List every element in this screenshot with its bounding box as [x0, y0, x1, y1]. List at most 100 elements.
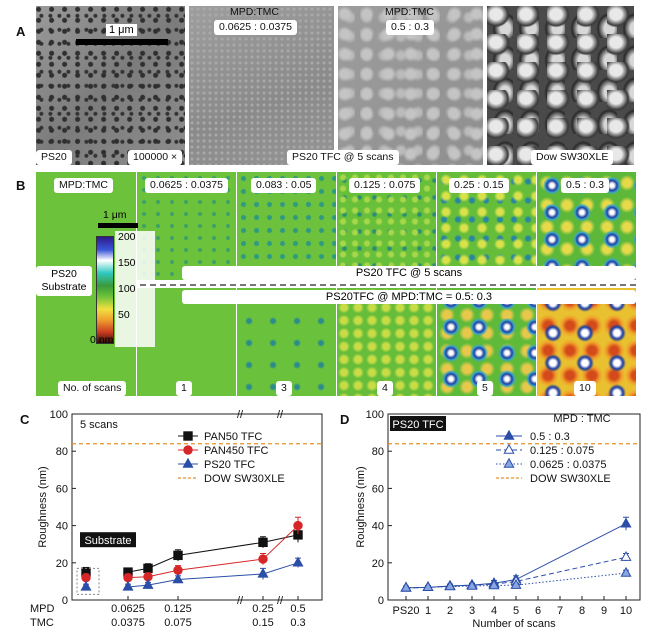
y-tick-label: 80 [56, 446, 68, 458]
data-point [81, 572, 91, 583]
x-axis-label: Number of scans [472, 618, 556, 630]
data-point [143, 563, 153, 574]
b-scale-bar [98, 223, 138, 228]
b-ratio-4: 0.25 : 0.15 [449, 178, 509, 193]
plot-frame [71, 413, 323, 601]
x-tick-label: 10 [620, 605, 632, 617]
scan-1: 1 [176, 381, 192, 396]
y-tick-label: 40 [56, 521, 68, 533]
legend-marker [503, 457, 515, 468]
data-point [80, 580, 92, 591]
data-point [142, 578, 154, 589]
y-tick-label: 40 [372, 521, 384, 533]
panel-b-label: B [16, 178, 26, 193]
x-tick-label: 7 [557, 605, 563, 617]
scan-5: 5 [477, 381, 493, 396]
data-point [466, 579, 478, 590]
data-point [257, 567, 269, 578]
y-tick-label: 20 [56, 558, 68, 570]
afm-row2-2 [237, 288, 336, 396]
col2-title-2: 0.0625 : 0.0375 [214, 20, 297, 35]
annotation-5-scans: 5 scans [80, 419, 118, 431]
y-tick-label: 60 [56, 483, 68, 495]
tmc-tick-label: 0.3 [290, 617, 305, 629]
data-point [510, 578, 522, 589]
tmc-row-label: TMC [30, 617, 54, 629]
scans-label: No. of scans [58, 381, 127, 396]
x-tick-label: 9 [601, 605, 607, 617]
ps20-tag-bg [390, 416, 446, 431]
b-ratio-3: 0.125 : 0.075 [349, 178, 421, 193]
scale-bar [76, 39, 168, 45]
b-ratio-2: 0.083 : 0.05 [251, 178, 317, 193]
tmc-tick-label: 0.0375 [111, 617, 145, 629]
data-point [620, 550, 632, 561]
mpd-tick-label: 0.0625 [111, 603, 145, 615]
data-point [258, 554, 268, 564]
series-line-0 [127, 534, 299, 573]
cb-150: 150 [118, 257, 136, 269]
plot-frame [387, 413, 641, 601]
legend-label: 0.5 : 0.3 [530, 431, 570, 443]
y-tick-label: 100 [50, 409, 68, 421]
panel-d-label: D [340, 412, 350, 427]
center-caption: PS20 TFC @ 5 scans [287, 150, 399, 165]
legend-title: MPD : TMC [553, 413, 610, 425]
y-tick-label: 100 [366, 409, 384, 421]
afm-row2-4 [437, 288, 536, 396]
mpd-tick-label: 0.25 [252, 603, 273, 615]
b-mpd-tmc: MPD:TMC [54, 178, 113, 193]
legend-label: PAN50 TFC [204, 431, 262, 443]
dow-caption: Dow SW30XLE [531, 150, 614, 165]
b-ratio-5: 0.5 : 0.3 [561, 178, 609, 193]
ps20-label: PS20 [36, 150, 72, 165]
data-point [172, 573, 184, 584]
x-tick-label: 4 [491, 605, 497, 617]
x-tick-label: 3 [469, 605, 475, 617]
legend-marker [182, 457, 194, 468]
colorbar [96, 236, 114, 344]
y-tick-label: 80 [372, 446, 384, 458]
legend-label: DOW SW30XLE [530, 473, 611, 485]
tmc-tick-label: 0.075 [164, 617, 192, 629]
data-point [123, 572, 133, 583]
data-point [173, 565, 183, 575]
legend-marker [183, 431, 193, 441]
banner-divider [140, 284, 636, 286]
tmc-tick-label: 0.15 [252, 617, 273, 629]
col3-title-1: MPD:TMC [385, 6, 434, 18]
x-tick-label: PS20 [393, 605, 420, 617]
x-tick-label: 5 [513, 605, 519, 617]
scale-bar-label: 1 μm [106, 24, 137, 36]
axis-break: // [277, 409, 284, 421]
axis-break: // [237, 409, 244, 421]
legend-marker [503, 443, 515, 454]
y-tick-label: 0 [378, 595, 384, 607]
x-tick-label: 1 [425, 605, 431, 617]
cb-50: 50 [118, 309, 130, 321]
afm-row2-3 [337, 288, 436, 396]
x-tick-label: 6 [535, 605, 541, 617]
panel-a-label: A [16, 24, 26, 39]
roughness-vs-scans-chart: 0 20 40 60 80 100 Roughness (nm) PS20 1 2 3 4 5 6 7 8 9 1… [355, 409, 641, 630]
data-point [122, 580, 134, 591]
afm-row2-5 [537, 288, 636, 396]
x-tick-label: 2 [447, 605, 453, 617]
cb-100: 100 [118, 283, 136, 295]
substrate-label: PS20 Substrate [36, 266, 92, 296]
data-point [620, 566, 632, 577]
magnification-label: 100000 × [128, 150, 183, 165]
col2-title-1: MPD:TMC [230, 6, 279, 18]
legend-label: 0.125 : 0.075 [530, 445, 594, 457]
y-tick-label: 60 [372, 483, 384, 495]
mpd-row-label: MPD [30, 603, 55, 615]
data-point [292, 556, 304, 567]
b-ratio-1: 0.0625 : 0.0375 [145, 178, 228, 193]
substrate-tag: Substrate [84, 535, 131, 547]
scan-3: 3 [276, 381, 292, 396]
data-point [293, 520, 303, 531]
banner-bottom: PS20TFC @ MPD:TMC = 0.5: 0.3 [182, 290, 636, 304]
scan-4: 4 [377, 381, 393, 396]
legend-label: 0.0625 : 0.0375 [530, 459, 606, 471]
legend-label: DOW SW30XLE [204, 473, 285, 485]
